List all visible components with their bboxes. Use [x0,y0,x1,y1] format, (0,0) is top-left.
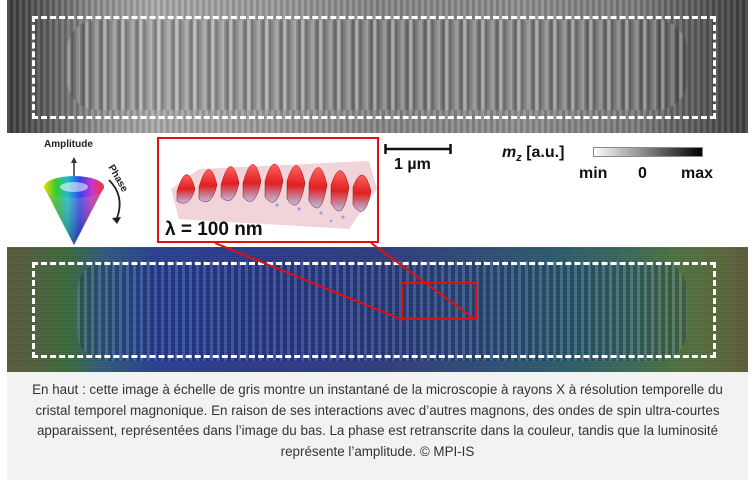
zoom-region-box [401,282,477,320]
colorbar-variable-label: mz [a.u.] [502,144,564,164]
colorbar-unit: [a.u.] [526,144,565,161]
colorbar-zero-label: 0 [638,165,647,182]
phase-amplitude-cone-icon [44,157,104,245]
colorbar-max-label: max [681,165,714,182]
grayscale-xray-image [7,0,748,133]
colorbar-min-label: min [579,165,608,182]
phase-color-image [7,247,748,372]
wavelength-label: λ = 100 nm [165,219,263,240]
zoom-inset-panel: λ = 100 nm [157,137,379,243]
phase-rotation-arrow-icon [108,179,121,224]
colorbar-variable-subscript: z [516,152,522,165]
scale-bar-label: 1 µm [394,156,431,173]
sample-outline-bottom [32,262,716,358]
scale-bar [384,144,452,154]
figure-caption: En haut : cette image à échelle de gris … [7,372,748,480]
grayscale-colorbar [593,147,703,157]
figure: Amplitude Phase [7,0,748,372]
sample-outline-top [32,16,716,119]
wave-surface-plot [171,161,377,229]
grayscale-wave-fringes [67,20,687,110]
colorbar-variable-symbol: m [502,144,517,161]
cone-amplitude-label: Amplitude [44,139,93,150]
